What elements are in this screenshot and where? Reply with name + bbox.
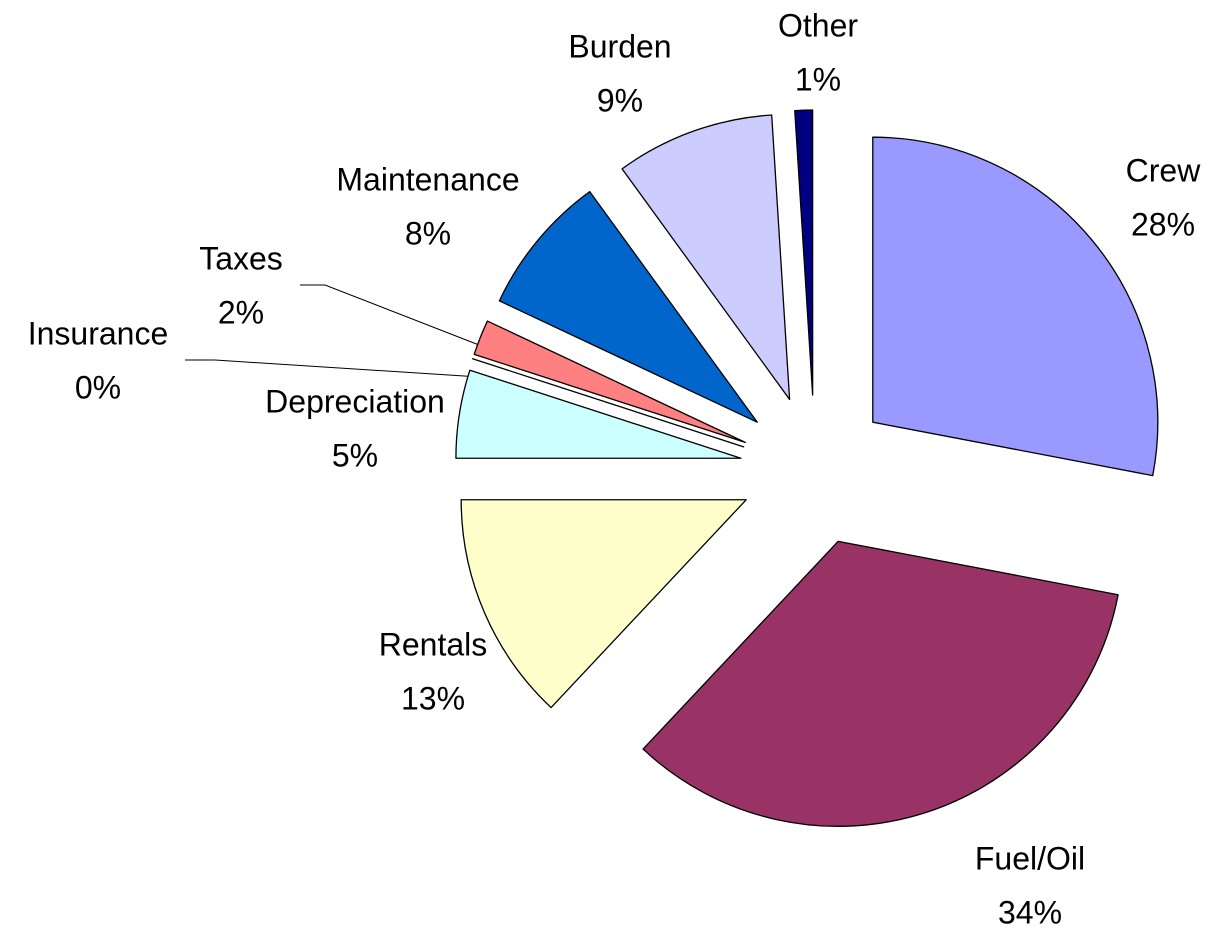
slice-label: Depreciation	[265, 383, 445, 419]
slice-value-label: 2%	[218, 294, 264, 330]
pie-slice	[471, 358, 745, 448]
slice-label: Taxes	[199, 240, 283, 276]
pie-slice	[642, 540, 1119, 827]
pie-slice	[794, 109, 814, 396]
slice-value-label: 0%	[75, 369, 121, 405]
slice-label: Fuel/Oil	[975, 840, 1085, 876]
pie-slice	[872, 136, 1159, 477]
pie-slice	[621, 114, 791, 401]
slice-label: Maintenance	[336, 161, 519, 197]
pie-slice	[455, 369, 742, 459]
slice-label: Burden	[568, 28, 671, 64]
pie-slice	[460, 499, 747, 709]
leader-line	[300, 284, 498, 353]
leader-line	[185, 359, 496, 379]
slice-label: Other	[778, 7, 858, 43]
slice-value-label: 28%	[1131, 206, 1195, 242]
slice-value-label: 8%	[405, 215, 451, 251]
slice-label: Rentals	[379, 626, 488, 662]
slice-value-label: 9%	[597, 82, 643, 118]
slice-value-label: 13%	[401, 680, 465, 716]
pie-slice	[473, 320, 746, 444]
slice-value-label: 5%	[332, 437, 378, 473]
slice-label: Insurance	[28, 315, 169, 351]
pie-slice	[498, 190, 758, 423]
slice-value-label: 34%	[998, 894, 1062, 930]
slice-label: Crew	[1126, 152, 1202, 188]
slice-value-label: 1%	[795, 61, 841, 97]
